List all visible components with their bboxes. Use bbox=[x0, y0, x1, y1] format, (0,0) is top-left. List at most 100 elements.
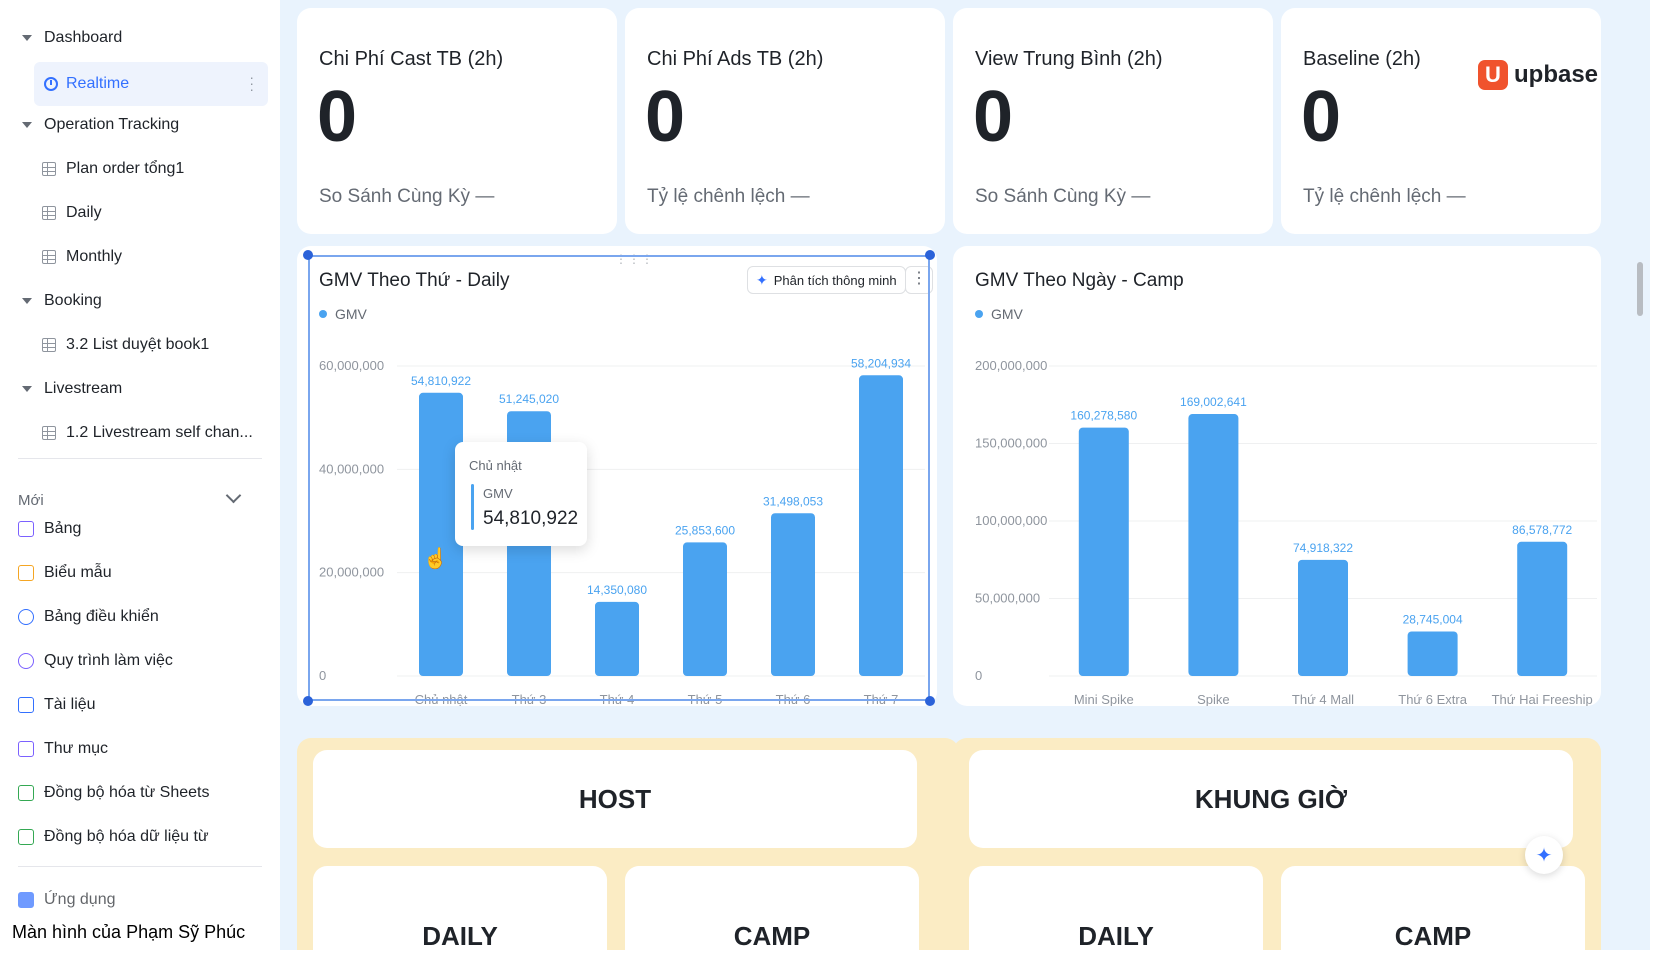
kpi-card-avg-view[interactable]: View Trung Bình (2h) 0 So Sánh Cùng Kỳ — bbox=[953, 8, 1273, 234]
create-sync-data-item[interactable]: Đồng bộ hóa dữ liệu từ bbox=[18, 817, 209, 857]
y-tick-label: 50,000,000 bbox=[975, 591, 1040, 606]
caret-down-icon bbox=[22, 35, 32, 41]
create-item-label: Bảng điều khiển bbox=[44, 608, 159, 625]
create-dashboard-item[interactable]: Bảng điều khiển bbox=[18, 597, 159, 637]
ai-assistant-button[interactable]: ✦ bbox=[1525, 836, 1563, 874]
nav-group-booking[interactable]: Booking bbox=[22, 281, 102, 321]
nav-item-label: Plan order tổng1 bbox=[66, 160, 185, 177]
x-tick-label: Thứ 4 Mall bbox=[1292, 692, 1354, 706]
chart-card-gmv-daily[interactable]: ⋮⋮⋮ GMV Theo Thứ - Daily ✦ Phân tích thô… bbox=[297, 246, 937, 706]
table-icon bbox=[42, 426, 56, 440]
kpi-title: View Trung Bình (2h) bbox=[975, 48, 1163, 70]
nav-item-realtime[interactable]: Realtime · · · bbox=[34, 62, 268, 106]
chart-legend[interactable]: GMV bbox=[319, 306, 367, 322]
chevron-down-icon[interactable] bbox=[225, 487, 242, 504]
tooltip-value: 54,810,922 bbox=[483, 508, 579, 529]
dashboard-clock-icon bbox=[44, 77, 58, 91]
sidebar: Dashboard Realtime · · · Operation Trackin… bbox=[0, 0, 280, 974]
x-tick-label: Chủ nhật bbox=[415, 692, 468, 706]
caret-down-icon bbox=[22, 386, 32, 392]
kpi-card-cast-cost[interactable]: Chi Phí Cast TB (2h) 0 So Sánh Cùng Kỳ — bbox=[297, 8, 617, 234]
nav-item-label: 1.2 Livestream self chan... bbox=[66, 424, 253, 441]
bar-value-label: 169,002,641 bbox=[1180, 395, 1247, 409]
y-tick-label: 40,000,000 bbox=[319, 461, 384, 476]
chart-card-gmv-camp[interactable]: GMV Theo Ngày - Camp GMV 200,000,000 150,… bbox=[953, 246, 1601, 706]
resize-handle[interactable] bbox=[925, 250, 935, 260]
tooltip-series: GMV bbox=[483, 486, 513, 501]
sheets-sync-icon bbox=[18, 785, 34, 801]
kpi-value: 0 bbox=[973, 77, 1014, 157]
create-table-item[interactable]: Bảng bbox=[18, 509, 81, 549]
x-tick-label: Thứ 6 bbox=[776, 692, 811, 706]
caret-down-icon bbox=[22, 122, 32, 128]
nav-item-plan-order[interactable]: Plan order tổng1 bbox=[42, 149, 184, 189]
table-icon bbox=[42, 162, 56, 176]
nav-group-label: Operation Tracking bbox=[44, 116, 180, 133]
bar bbox=[683, 542, 727, 676]
nav-item-monthly[interactable]: Monthly bbox=[42, 237, 122, 277]
chart-title: GMV Theo Thứ - Daily bbox=[319, 270, 510, 291]
scrollbar[interactable] bbox=[1637, 262, 1643, 316]
bar-value-label: 86,578,772 bbox=[1512, 523, 1572, 537]
divider bbox=[18, 458, 262, 459]
nav-group-dashboard[interactable]: Dashboard bbox=[22, 18, 122, 58]
more-options-button[interactable]: ⋮ bbox=[905, 266, 933, 294]
chart-legend[interactable]: GMV bbox=[975, 306, 1023, 322]
bar bbox=[1078, 427, 1129, 676]
more-vertical-icon[interactable]: · · · bbox=[249, 69, 254, 97]
y-tick-label: 100,000,000 bbox=[975, 513, 1047, 528]
create-sync-sheets-item[interactable]: Đồng bộ hóa từ Sheets bbox=[18, 773, 210, 813]
create-folder-item[interactable]: Thư mục bbox=[18, 729, 108, 769]
create-item-label: Bảng bbox=[44, 520, 82, 537]
x-tick-label: Thứ 4 bbox=[600, 692, 635, 706]
logo-text: upbase bbox=[1514, 61, 1599, 88]
nav-item-label: 3.2 List duyệt book1 bbox=[66, 336, 210, 353]
y-tick-label: 0 bbox=[975, 668, 982, 683]
nav-group-operation-tracking[interactable]: Operation Tracking bbox=[22, 105, 179, 145]
legend-label: GMV bbox=[335, 306, 367, 322]
x-tick-label: Thứ 5 bbox=[688, 692, 723, 706]
y-tick-label: 0 bbox=[319, 668, 326, 683]
nav-item-apps[interactable]: Ứng dụng bbox=[18, 880, 116, 920]
upbase-logo: U upbase bbox=[1478, 60, 1598, 90]
drag-handle-icon[interactable]: ⋮⋮⋮ bbox=[615, 252, 654, 266]
y-tick-label: 200,000,000 bbox=[975, 358, 1047, 373]
resize-handle[interactable] bbox=[925, 696, 935, 706]
resize-handle[interactable] bbox=[303, 696, 313, 706]
nav-item-daily[interactable]: Daily bbox=[42, 193, 102, 233]
resize-handle[interactable] bbox=[303, 250, 313, 260]
kpi-title: Chi Phí Cast TB (2h) bbox=[319, 48, 504, 70]
legend-label: GMV bbox=[991, 306, 1023, 322]
bar-value-label: 31,498,053 bbox=[763, 494, 823, 508]
host-section: HOST DAILY CAMP bbox=[297, 738, 959, 974]
bar-value-label: 25,853,600 bbox=[675, 523, 735, 537]
bar bbox=[859, 375, 903, 676]
legend-dot-icon bbox=[319, 310, 327, 318]
form-icon bbox=[18, 565, 34, 581]
data-sync-icon bbox=[18, 829, 34, 845]
bar-value-label: 54,810,922 bbox=[411, 374, 471, 388]
create-item-label: Biểu mẫu bbox=[44, 564, 112, 581]
nav-item-label: Realtime bbox=[66, 75, 130, 92]
nav-item-label: Ứng dụng bbox=[44, 891, 116, 908]
create-document-item[interactable]: Tài liệu bbox=[18, 685, 96, 725]
button-label: Phân tích thông minh bbox=[773, 272, 897, 288]
nav-group-livestream[interactable]: Livestream bbox=[22, 369, 122, 409]
kpi-value: 0 bbox=[1301, 77, 1342, 157]
y-tick-label: 20,000,000 bbox=[319, 565, 384, 580]
bar-value-label: 51,245,020 bbox=[499, 392, 559, 406]
kpi-card-ads-cost[interactable]: Chi Phí Ads TB (2h) 0 Tỷ lệ chênh lệch — bbox=[625, 8, 945, 234]
kpi-comparison: Tỷ lệ chênh lệch — bbox=[1303, 186, 1466, 207]
smart-analysis-button[interactable]: ✦ Phân tích thông minh bbox=[747, 266, 906, 294]
create-item-label: Tài liệu bbox=[44, 696, 96, 713]
create-workflow-item[interactable]: Quy trình làm việc bbox=[18, 641, 173, 681]
nav-item-livestream-self[interactable]: 1.2 Livestream self chan... bbox=[42, 413, 253, 453]
bar bbox=[771, 513, 815, 676]
x-tick-label: Thứ Hai Freeship bbox=[1492, 692, 1593, 706]
nav-item-list-duyet[interactable]: 3.2 List duyệt book1 bbox=[42, 325, 209, 365]
gmv-camp-chart: 200,000,000 150,000,000 100,000,000 50,000,… bbox=[975, 358, 1597, 706]
create-form-item[interactable]: Biểu mẫu bbox=[18, 553, 112, 593]
table-icon bbox=[42, 250, 56, 264]
kpi-card-baseline[interactable]: Baseline (2h) 0 Tỷ lệ chênh lệch — bbox=[1281, 8, 1601, 234]
dashboard-icon bbox=[18, 609, 34, 625]
